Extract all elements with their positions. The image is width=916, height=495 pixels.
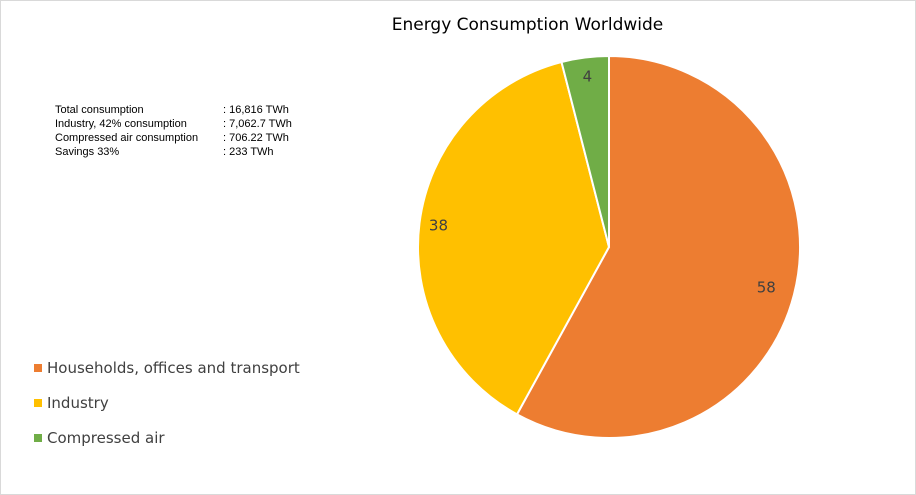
legend-swatch: [34, 364, 42, 372]
stat-label: Industry, 42% consumption: [55, 118, 187, 130]
legend-swatch: [34, 399, 42, 407]
stat-row-total: Total consumption : 16,816 TWh: [55, 103, 292, 117]
pie-slice-industry: [417, 60, 611, 416]
legend-label: Households, offices and transport: [47, 359, 300, 377]
legend-label: Compressed air: [47, 429, 165, 447]
data-label-industry: 38: [429, 216, 448, 234]
stat-value: : 706.22 TWh: [223, 132, 289, 144]
stat-label: Compressed air consumption: [55, 132, 199, 144]
legend: Households, offices and transport Indust…: [34, 356, 300, 461]
stat-label: Total consumption: [55, 104, 144, 116]
pie-slice-households: [515, 54, 801, 439]
chart-title: Energy Consumption Worldwide: [391, 15, 664, 35]
data-label-households: 58: [757, 278, 776, 296]
data-label-compressed-air: 4: [583, 67, 593, 85]
legend-swatch: [34, 434, 42, 442]
legend-label: Industry: [47, 394, 109, 412]
legend-item-compressed-air: Compressed air: [34, 426, 300, 450]
stat-row-industry: Industry, 42% consumption : 7,062.7 TWh: [55, 117, 292, 131]
stat-row-savings: Savings 33% : 233 TWh: [55, 145, 292, 159]
stat-value: : 233 TWh: [223, 146, 274, 158]
legend-item-households: Households, offices and transport: [34, 356, 300, 380]
consumption-stats: Total consumption : 16,816 TWh Industry,…: [55, 103, 292, 159]
stat-value: : 7,062.7 TWh: [223, 118, 292, 130]
stat-value: : 16,816 TWh: [223, 104, 289, 116]
pie-slice-compressed-air: [560, 54, 610, 248]
stat-row-compressed-air: Compressed air consumption : 706.22 TWh: [55, 131, 292, 145]
legend-item-industry: Industry: [34, 391, 300, 415]
stat-label: Savings 33%: [55, 146, 120, 158]
